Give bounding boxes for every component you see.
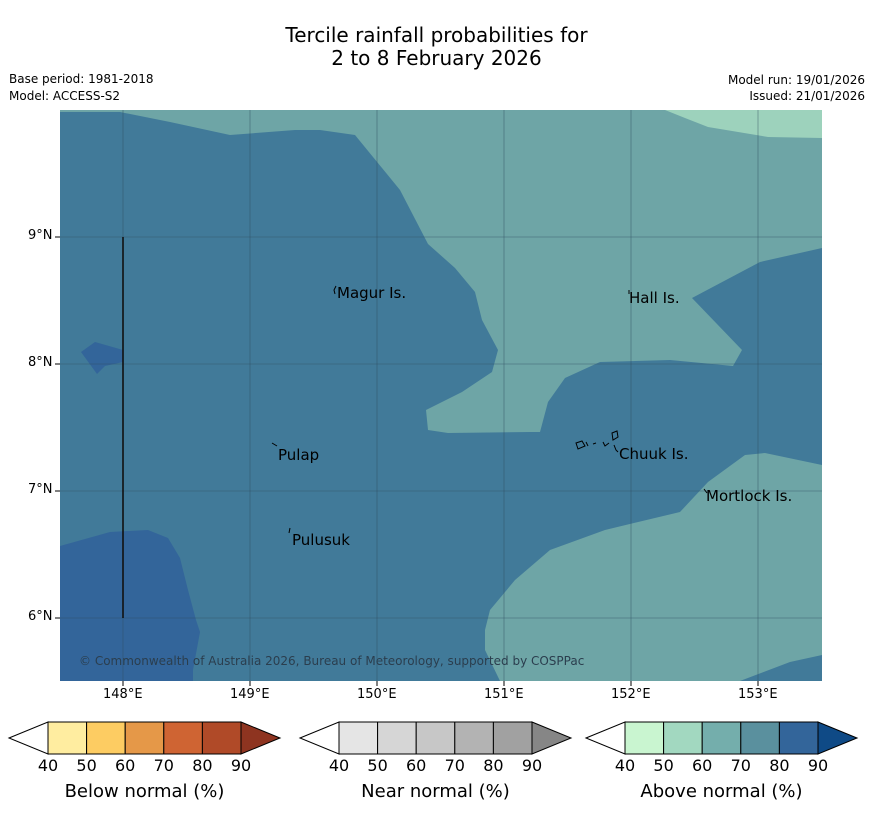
region-above-80-90-w (81, 342, 123, 374)
place-label-pulap: Pulap (278, 446, 319, 464)
below-swatch-80-90 (201, 721, 242, 755)
near-tick-90: 90 (521, 756, 543, 775)
forecast-map[interactable]: Magur Is. Hall Is. Pulap Chuuk Is. Mortl… (60, 110, 822, 681)
above-swatch-60-70 (701, 721, 742, 755)
near-swatch-40-50 (338, 721, 379, 755)
above-tick-70: 70 (730, 756, 751, 775)
base-period: Base period: 1981-2018 (9, 72, 154, 86)
above-tick-90: 90 (807, 756, 829, 775)
near-swatch-70-80 (454, 721, 494, 755)
above-swatch-70-80 (740, 721, 780, 755)
below-tick-70: 70 (153, 756, 174, 775)
near-swatch-90plus (531, 721, 573, 755)
lat-tick-marks (55, 236, 60, 619)
issued-date: Issued: 21/01/2026 (749, 89, 865, 103)
lat-tick-6n: 6°N (28, 609, 53, 624)
below-normal-label: Below normal (%) (64, 781, 225, 802)
near-tick-40: 40 (328, 756, 350, 775)
above-swatch-40-50 (624, 721, 665, 755)
below-swatch-40-50 (47, 721, 88, 755)
above-tick-50: 50 (653, 756, 674, 775)
region-above-60-70-north (60, 110, 822, 433)
above-swatch-50-60 (663, 721, 703, 755)
lon-tick-marks (122, 681, 759, 686)
near-tick-80: 80 (483, 756, 504, 775)
island-outlines (271, 285, 708, 534)
model-name: Model: ACCESS-S2 (9, 89, 121, 103)
near-swatch-60-70 (415, 721, 456, 755)
lat-tick-8n: 8°N (28, 355, 53, 370)
near-tick-50: 50 (367, 756, 388, 775)
near-tick-70: 70 (444, 756, 465, 775)
above-swatch-90plus (817, 721, 859, 755)
map-title-line2: 2 to 8 February 2026 (331, 46, 542, 70)
copyright-notice: © Commonwealth of Australia 2026, Bureau… (79, 654, 584, 668)
below-tick-90: 90 (230, 756, 252, 775)
near-swatch-50-60 (377, 721, 417, 755)
below-tick-60: 60 (115, 756, 136, 775)
place-label-mortlock: Mortlock Is. (706, 487, 792, 505)
region-above-60-70-south (485, 453, 822, 681)
above-normal-label: Above normal (%) (640, 781, 803, 802)
near-tick-60: 60 (406, 756, 427, 775)
near-swatch-80-90 (492, 721, 533, 755)
model-run: Model run: 19/01/2026 (727, 73, 865, 87)
lat-tick-9n: 9°N (28, 228, 53, 243)
place-label-chuuk: Chuuk Is. (619, 445, 688, 463)
lon-tick-153e: 153°E (738, 687, 778, 702)
region-above-80-90-sw (60, 530, 200, 681)
above-tick-80: 80 (769, 756, 790, 775)
colorbar-above-normal (584, 721, 859, 755)
below-swatch-70-80 (163, 721, 203, 755)
colorbar-near-normal (298, 721, 573, 755)
below-tick-50: 50 (76, 756, 97, 775)
near-normal-label: Near normal (%) (361, 781, 510, 802)
colorbar-below-normal (7, 721, 282, 755)
above-tick-60: 60 (692, 756, 713, 775)
place-label-hall: Hall Is. (629, 289, 680, 307)
above-swatch-80-90 (778, 721, 819, 755)
colorbar-legend (7, 721, 859, 755)
below-swatch-90plus (240, 721, 282, 755)
below-tick-40: 40 (37, 756, 59, 775)
lon-tick-151e: 151°E (484, 687, 524, 702)
lon-tick-149e: 149°E (230, 687, 270, 702)
below-swatch-50-60 (86, 721, 126, 755)
lon-tick-150e: 150°E (357, 687, 397, 702)
below-swatch-60-70 (124, 721, 165, 755)
region-above-50-60 (665, 110, 822, 138)
lon-tick-148e: 148°E (103, 687, 143, 702)
lon-tick-152e: 152°E (611, 687, 651, 702)
below-tick-80: 80 (192, 756, 213, 775)
place-label-pulusuk: Pulusuk (292, 531, 350, 549)
map-title-line1: Tercile rainfall probabilities for (285, 23, 588, 47)
place-label-magur: Magur Is. (337, 284, 406, 302)
above-tick-40: 40 (614, 756, 636, 775)
lat-tick-7n: 7°N (28, 482, 53, 497)
